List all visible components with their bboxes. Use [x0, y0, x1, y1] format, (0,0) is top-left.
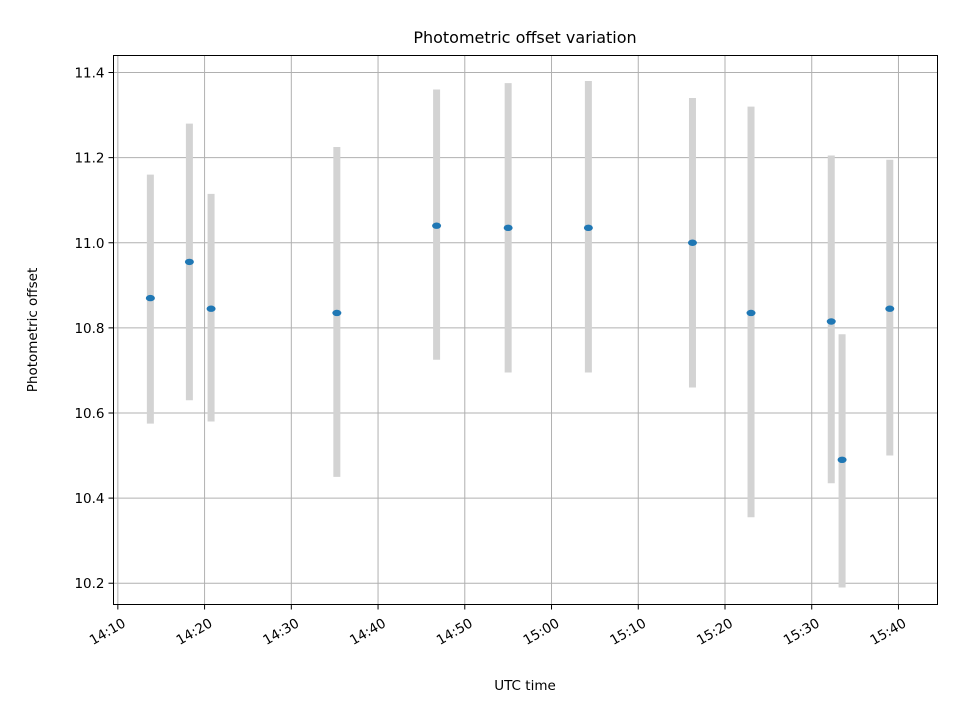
- y-tick-label: 11.4: [74, 66, 104, 82]
- chart-title: Photometric offset variation: [413, 28, 636, 47]
- data-point: [145, 294, 155, 302]
- y-tick-label: 10.2: [74, 576, 104, 592]
- data-point: [184, 258, 194, 266]
- data-point: [206, 305, 216, 312]
- grid: [113, 55, 938, 605]
- data-point: [503, 224, 513, 232]
- y-tick-label: 10.4: [74, 491, 104, 507]
- y-axis-label: Photometric offset: [25, 268, 41, 392]
- data-point: [826, 318, 836, 325]
- y-tick-label: 10.6: [74, 406, 104, 422]
- y-tick-label: 11.0: [74, 236, 104, 252]
- data-point: [837, 456, 847, 464]
- plot-frame: [113, 55, 938, 605]
- y-axis-ticks: 10.2 10.4 10.6 10.8 11.0 11.2 11.4: [74, 66, 114, 592]
- data-point: [432, 222, 442, 229]
- x-axis-label: UTC time: [494, 678, 556, 694]
- data-point: [746, 309, 756, 317]
- data-point: [583, 224, 593, 232]
- data-point: [885, 305, 895, 312]
- y-tick-label: 10.8: [74, 321, 104, 337]
- data-point: [332, 309, 342, 317]
- data-points: [145, 222, 895, 464]
- data-point: [687, 239, 697, 246]
- y-tick-label: 11.2: [74, 151, 104, 167]
